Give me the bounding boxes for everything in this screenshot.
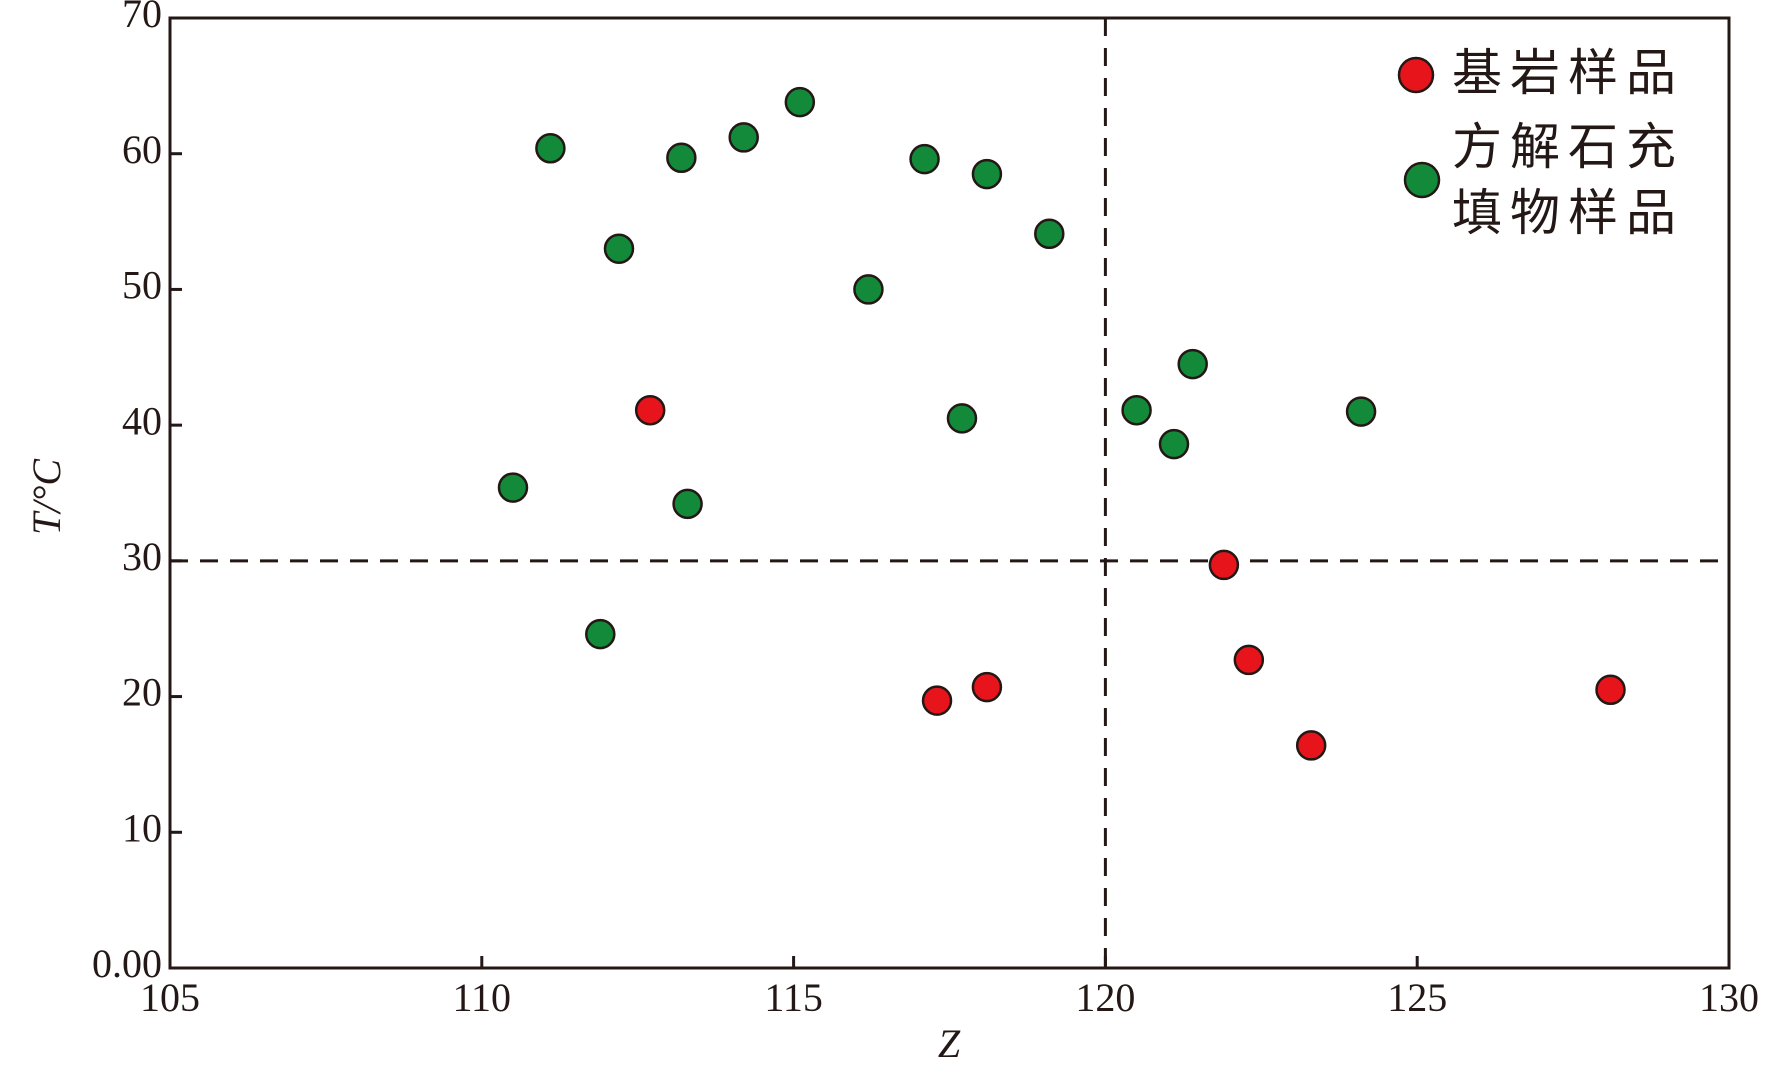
point	[1034, 218, 1065, 250]
y-tick-label: 70	[122, 0, 162, 36]
x-tick-label: 110	[453, 975, 512, 1020]
y-tick-label: 50	[122, 263, 162, 308]
y-tick-label: 60	[122, 127, 162, 172]
point	[535, 133, 566, 164]
point	[585, 618, 616, 650]
y-tick-label: 40	[122, 398, 162, 443]
point	[1177, 348, 1208, 380]
y-axis-label: T/°C	[24, 458, 69, 535]
point	[946, 403, 978, 434]
y-tick-label: 20	[122, 670, 162, 715]
point	[1295, 730, 1327, 761]
x-tick-label: 120	[1075, 975, 1135, 1020]
x-tick-label: 105	[140, 975, 200, 1020]
point	[1158, 428, 1190, 460]
point	[971, 671, 1003, 703]
legend-label: 方解石充填物样品	[1452, 118, 1684, 242]
point	[853, 274, 884, 305]
legend-marker	[1403, 161, 1441, 199]
legend-marker	[1397, 56, 1435, 94]
point	[1233, 644, 1265, 676]
point	[1121, 394, 1152, 426]
legend-label: 基岩样品	[1452, 44, 1684, 102]
y-tick-label: 30	[122, 534, 162, 579]
point	[784, 86, 816, 118]
point	[1595, 674, 1626, 706]
point	[634, 394, 666, 426]
y-tick-label: 10	[122, 805, 162, 850]
point	[921, 685, 953, 716]
point	[603, 233, 635, 264]
point	[728, 122, 759, 153]
point	[1345, 396, 1377, 427]
x-tick-label: 125	[1387, 975, 1447, 1020]
point	[672, 488, 703, 520]
x-axis-label: Z	[938, 1021, 961, 1066]
x-tick-label: 130	[1699, 975, 1759, 1020]
point	[497, 472, 529, 503]
plot-frame	[168, 16, 1731, 970]
x-tick-label: 115	[764, 975, 823, 1020]
point	[666, 142, 697, 174]
y-tick-label: 0.00	[92, 941, 162, 986]
point	[909, 143, 940, 175]
point	[1208, 549, 1240, 581]
point	[971, 158, 1003, 190]
